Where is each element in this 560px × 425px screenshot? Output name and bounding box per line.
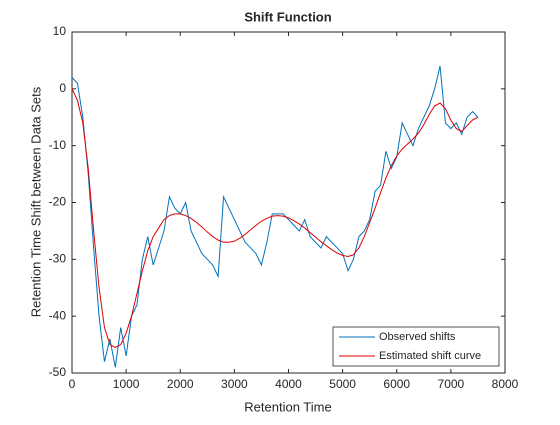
x-tick-label: 5000 [329,377,356,391]
y-tick-label: -30 [49,252,67,266]
x-tick-label: 7000 [438,377,465,391]
y-tick-label: 0 [59,81,66,95]
y-axis-label: Retention Time Shift between Data Sets [28,86,43,317]
legend-label: Observed shifts [379,331,456,343]
x-tick-label: 2000 [167,377,194,391]
x-tick-label: 0 [69,377,76,391]
data-line [71,88,479,348]
chart-title: Shift Function [244,9,331,24]
y-tick-label: -20 [49,195,67,209]
x-axis-label: Retention Time [244,399,331,414]
plot-area [71,31,506,374]
x-tick-label: 4000 [275,377,302,391]
y-tick-label: -10 [49,138,67,152]
x-tick-label: 6000 [383,377,410,391]
x-tick-label: 3000 [221,377,248,391]
y-tick-label: -50 [49,365,67,379]
x-tick-label: 8000 [492,377,519,391]
x-tick-label: 1000 [113,377,140,391]
legend-box [332,326,500,367]
legend-label: Estimated shift curve [379,350,481,362]
y-tick-label: -40 [49,308,67,322]
y-tick-label: 10 [53,24,67,38]
